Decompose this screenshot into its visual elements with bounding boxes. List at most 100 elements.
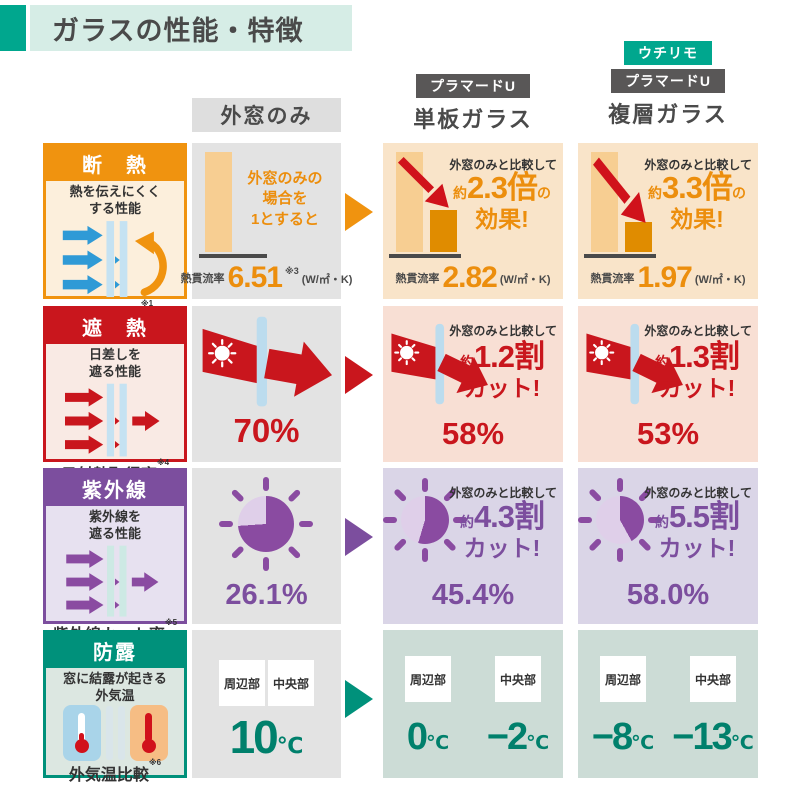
label-card-insulation: 断 熱 熱を伝えにくく する性能 熱貫流率※1 ※2 <box>43 143 187 325</box>
column-header-baseline: 外窓のみ <box>192 98 341 132</box>
zone-label-perimeter: 周辺部 <box>405 656 451 702</box>
column-label: 単板ガラス <box>413 107 533 132</box>
cell-uv-baseline: 26.1% <box>192 468 341 624</box>
footnote-mark: ※3 <box>284 266 299 276</box>
column-header-single: プラマードU 単板ガラス <box>383 74 563 134</box>
cell-insulation-double: 外窓のみと比較して 約3.3倍の 効果! 熱貫流率 1.97 (W/㎡・K) <box>578 143 758 299</box>
flow-arrow-shading <box>345 356 373 394</box>
uv-value: 26.1% <box>225 579 308 611</box>
warm-thermometer-icon <box>129 704 168 761</box>
effect-text: 約2.3倍の 効果! <box>452 170 552 232</box>
uv-sun-pie-icon <box>578 478 662 562</box>
metric-line: 熱貫流率 2.82 (W/㎡・K) <box>395 261 551 294</box>
brand-badge: プラマードU <box>415 74 531 98</box>
zone-labels: 周辺部 中央部 <box>192 660 341 706</box>
sun-through-glass-icon <box>586 323 683 405</box>
brand-badge: プラマードU <box>610 69 726 93</box>
cell-condensation-baseline: 周辺部 中央部 10℃ <box>192 630 341 778</box>
uv-sun-pie-icon <box>219 477 313 571</box>
condensation-icon <box>46 704 184 761</box>
cell-insulation-baseline: 外窓のみの 場合を 1とすると 熱貫流率 6.51 ※3 (W/㎡・K) <box>180 143 353 299</box>
shading-value: 70% <box>233 412 300 449</box>
page-title: ガラスの性能・特徴 <box>52 15 304 46</box>
flow-arrow-uv <box>345 518 373 556</box>
u-value: 2.82 <box>442 261 497 294</box>
zone-label-center: 中央部 <box>495 656 541 702</box>
insulation-icon <box>46 218 184 302</box>
compare-note: 外窓のみと比較して <box>449 158 557 172</box>
cell-uv-double: 外窓のみと比較して 約5.5割 カット! 58.0% <box>578 468 758 624</box>
bar-baseline-axis <box>584 254 656 258</box>
row-desc: 窓に結露が起きる 外気温 <box>63 671 167 703</box>
row-desc: 日差しを 遮る性能 <box>88 347 141 379</box>
column-label: 複層ガラス <box>608 102 728 127</box>
uv-sun-pie-icon <box>383 478 467 562</box>
sun-through-glass-icon <box>391 323 488 405</box>
u-value: 1.97 <box>637 261 692 294</box>
row-desc: 紫外線を 遮る性能 <box>88 509 141 541</box>
metric-line: 熱貫流率 6.51 ※3 (W/㎡・K) <box>180 261 353 294</box>
cell-uv-single: 外窓のみと比較して 約4.3割 カット! 45.4% <box>383 468 563 624</box>
compare-note: 外窓のみと比較して <box>644 158 752 172</box>
compare-note: 外窓のみと比較して <box>644 486 752 500</box>
zone-label-center: 中央部 <box>268 660 314 706</box>
cell-shading-single: 外窓のみと比較して 約1.2割 カット! 58% <box>383 306 563 462</box>
center-column: 中央部 −2℃ <box>473 630 563 778</box>
zone-label-perimeter: 周辺部 <box>219 660 265 706</box>
footnote-mark: ※5 <box>164 617 178 627</box>
compare-note: 外窓のみと比較して <box>449 486 557 500</box>
effect-text: 約1.3割 カット! <box>654 339 740 401</box>
improved-bar <box>625 222 652 252</box>
uv-value: 45.4% <box>431 579 515 611</box>
bar-baseline-axis <box>389 254 461 258</box>
temperature-value: −2℃ <box>486 716 550 758</box>
title-band: ガラスの性能・特徴 <box>30 5 352 51</box>
improved-bar <box>430 210 457 252</box>
label-card-uv: 紫外線 紫外線を 遮る性能 紫外線カット率※5 <box>43 468 187 644</box>
center-column: 中央部 −13℃ <box>668 630 758 778</box>
perimeter-column: 周辺部 0℃ <box>383 630 473 778</box>
drop-arrow-icon <box>397 156 449 208</box>
cold-thermometer-icon <box>62 704 101 761</box>
effect-text: 約3.3倍の 効果! <box>647 170 747 232</box>
u-value: 6.51 <box>227 261 283 294</box>
perimeter-column: 周辺部 −8℃ <box>578 630 668 778</box>
shading-value: 58% <box>441 416 505 451</box>
zone-label-center: 中央部 <box>690 656 736 702</box>
cell-condensation-single: 周辺部 0℃ 中央部 −2℃ <box>383 630 563 778</box>
title-accent-chip <box>0 5 26 51</box>
row-metric: 外気温比較※6 <box>68 757 162 784</box>
cell-insulation-single: 外窓のみと比較して 約2.3倍の 効果! 熱貫流率 2.82 (W/㎡・K) <box>383 143 563 299</box>
shading-icon <box>46 381 184 461</box>
baseline-bar <box>205 152 232 252</box>
cell-shading-baseline: 70% <box>192 306 341 462</box>
sun-through-glass-icon <box>202 316 333 407</box>
uv-value: 58.0% <box>626 579 710 611</box>
drop-arrow-icon <box>593 157 646 223</box>
temperature-value: 0℃ <box>406 716 450 758</box>
effect-text: 約5.5割 カット! <box>654 499 740 561</box>
footnote-mark: ※6 <box>148 757 162 767</box>
row-header-insulation: 断 熱 <box>46 146 184 181</box>
flow-arrow-insulation <box>345 193 373 231</box>
uchirimo-badge: ウチリモ <box>624 41 712 65</box>
effect-text: 約1.2割 カット! <box>459 339 545 401</box>
zone-label-perimeter: 周辺部 <box>600 656 646 702</box>
label-card-condensation: 防露 窓に結露が起きる 外気温 外気温比較※6 <box>43 630 187 784</box>
label-card-shading: 遮 熱 日差しを 遮る性能 日射熱取得率※4 <box>43 306 187 484</box>
compare-note: 外窓のみと比較して <box>644 324 752 338</box>
cell-shading-double: 外窓のみと比較して 約1.3割 カット! 53% <box>578 306 758 462</box>
bar-baseline-axis <box>199 254 267 258</box>
effect-text: 約4.3割 カット! <box>459 499 545 561</box>
row-header-uv: 紫外線 <box>46 471 184 506</box>
footnote-mark: ※4 <box>156 457 170 467</box>
cell-condensation-double: 周辺部 −8℃ 中央部 −13℃ <box>578 630 758 778</box>
shading-value: 53% <box>636 416 700 451</box>
flow-arrow-condensation <box>345 680 373 718</box>
glass-pane <box>117 705 125 760</box>
temperature-value: 10℃ <box>229 711 304 763</box>
column-header-double: ウチリモ プラマードU 複層ガラス <box>578 41 758 129</box>
compare-note: 外窓のみと比較して <box>449 324 557 338</box>
temperature-value: −13℃ <box>672 716 754 758</box>
